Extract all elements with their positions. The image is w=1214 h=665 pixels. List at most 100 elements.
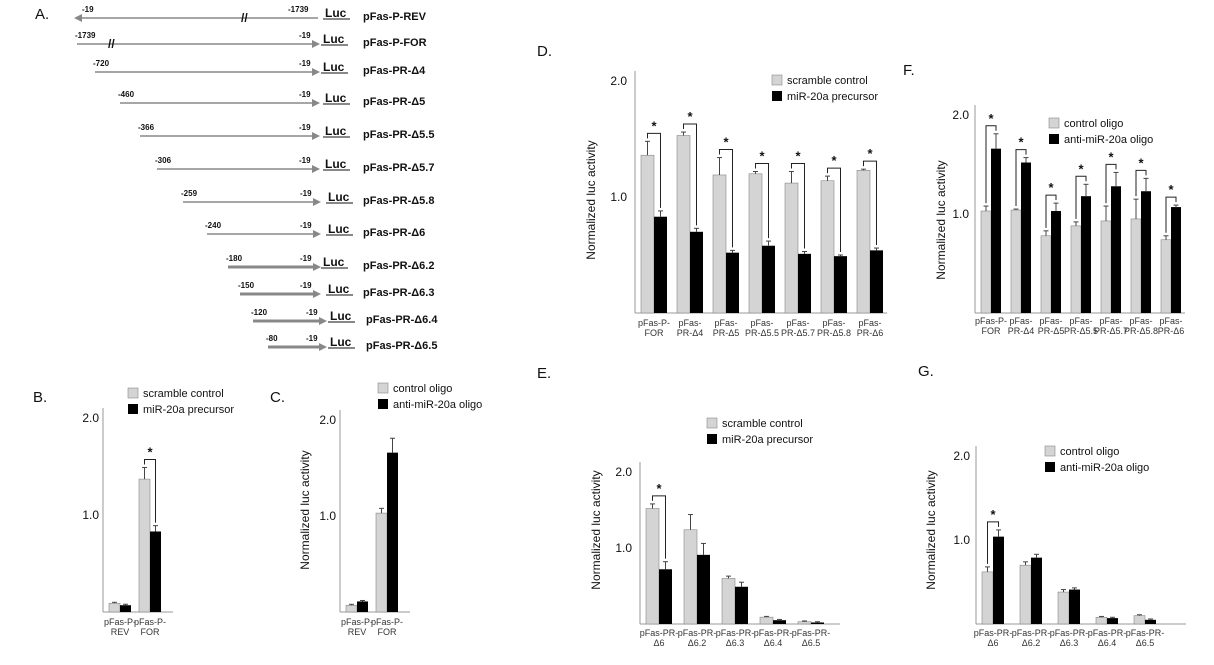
legend-label: control oligo — [1064, 118, 1123, 130]
construct-start-coord: -306 — [155, 156, 172, 165]
significance-bracket — [985, 125, 997, 204]
x-tick-label: pFas-PR-Δ5.5 — [745, 318, 779, 338]
legend-label: scramble control — [143, 388, 224, 400]
x-tick-label: pFas-PR-Δ5 — [713, 318, 740, 338]
x-tick-label-line: pFas-PR- — [1012, 628, 1051, 638]
bar-scramble-control — [856, 170, 871, 314]
x-tick-label: pFas-PR-Δ6 — [640, 628, 679, 648]
significance-star: * — [1018, 135, 1024, 150]
x-tick-label-line: pFas-PR- — [1126, 628, 1165, 638]
bar-scramble-control — [759, 616, 774, 625]
construct-name: pFas-PR-Δ5.5 — [363, 129, 434, 141]
significance-star: * — [831, 153, 837, 168]
bar-scramble-control — [820, 180, 835, 314]
significance-star: * — [988, 111, 994, 126]
legend-swatch — [706, 417, 718, 429]
legend-label: anti-miR-20a oligo — [1060, 462, 1149, 474]
x-tick-label-line: FOR — [982, 326, 1001, 336]
significance-bracket — [755, 162, 769, 239]
bar-control-oligo — [1160, 239, 1172, 314]
construct-name: pFas-PR-Δ6 — [363, 227, 425, 239]
y-axis-label: Normalized luc activity — [584, 140, 598, 259]
significance-bracket — [1135, 169, 1147, 197]
arrowhead-icon — [312, 40, 320, 48]
arrowhead-icon — [313, 290, 321, 298]
x-tick-label: pFas-PR-Δ6.5 — [1126, 628, 1165, 648]
x-tick-label-line: FOR — [645, 328, 664, 338]
panel-label: C. — [270, 389, 285, 406]
x-tick-label: pFas-PR-Δ6.3 — [1050, 628, 1089, 648]
bar-mir-20a-precursor — [762, 245, 775, 313]
significance-star: * — [656, 481, 662, 496]
significance-star: * — [723, 135, 729, 150]
luc-label: Luc — [323, 255, 345, 269]
x-tick-label-line: PR-Δ6 — [1158, 326, 1185, 336]
legend: scramble control miR-20a precursor — [706, 417, 813, 446]
x-tick-label: pFas-P-FOR — [638, 318, 670, 338]
bar-control-oligo — [980, 210, 992, 314]
bar-anti-mir-20a-oligo — [1171, 207, 1181, 313]
legend-label: control oligo — [393, 383, 452, 395]
x-tick-label: pFas-PR-Δ5.8 — [817, 318, 851, 338]
bar-anti-mir-20a-oligo — [1111, 186, 1121, 313]
bar-control-oligo — [1133, 615, 1146, 625]
construct-end-coord: -19 — [299, 59, 311, 68]
x-tick-label-line: pFas-P- — [638, 318, 670, 328]
construct-name: pFas-PR-Δ5 — [363, 96, 425, 108]
y-axis-label: Normalized luc activity — [924, 470, 938, 589]
bar-anti-mir-20a-oligo — [1031, 557, 1042, 624]
construct-start-coord: -150 — [238, 281, 255, 290]
luc-label: Luc — [323, 60, 345, 74]
construct-end-coord: -19 — [299, 31, 311, 40]
x-tick-label-line: pFas-PR- — [1088, 628, 1127, 638]
legend-label: anti-miR-20a oligo — [1064, 134, 1153, 146]
y-tick-label: 1.0 — [610, 190, 627, 204]
bar-mir-20a-precursor — [120, 605, 131, 612]
significance-star: * — [1078, 161, 1084, 176]
x-tick-label: pFas-PR-Δ6.2 — [1012, 628, 1051, 648]
arrowhead-icon — [312, 99, 320, 107]
construct-end-coord: -19 — [306, 334, 318, 343]
legend-swatch — [1048, 117, 1060, 129]
legend-swatch — [1044, 445, 1056, 457]
bar-anti-mir-20a-oligo — [1081, 196, 1091, 313]
construct-start-coord: -180 — [226, 254, 243, 263]
panel-label: G. — [918, 363, 934, 380]
significance-star: * — [1048, 180, 1054, 195]
construct-end-coord: -1739 — [288, 5, 309, 14]
x-tick-label-line: Δ6.4 — [1098, 638, 1117, 648]
x-tick-label: pFas-P-REV — [341, 617, 373, 637]
x-tick-label-line: FOR — [378, 627, 397, 637]
x-tick-label-line: REV — [348, 627, 367, 637]
x-tick-label-line: pFas-P- — [975, 316, 1007, 326]
bar-scramble-control — [748, 173, 763, 314]
construct-name: pFas-PR-Δ6.5 — [366, 340, 437, 352]
bar-mir-20a-precursor — [870, 250, 883, 313]
y-axis-label: Normalized luc activity — [589, 470, 603, 589]
x-tick-label-line: PR-Δ4 — [1008, 326, 1035, 336]
legend: scramble control miR-20a precursor — [771, 74, 878, 103]
panel-label: D. — [537, 43, 552, 60]
panel-label: F. — [903, 62, 915, 79]
bar-anti-mir-20a-oligo — [1141, 191, 1151, 313]
x-tick-label: pFas-PR-Δ5.7 — [1094, 316, 1128, 336]
construct-end-coord: -19 — [299, 156, 311, 165]
significance-bracket — [1015, 149, 1027, 207]
x-tick-label-line: pFas- — [858, 318, 881, 328]
significance-bracket — [1075, 175, 1087, 219]
bar-control-oligo — [1057, 591, 1070, 625]
construct-row: -80 -19 Luc pFas-PR-Δ6.5 — [266, 334, 437, 352]
chart-panel-d: D. 1.0 2.0 Normalized luc activity * pFas-P-F… — [537, 43, 887, 338]
panel-a-construct-map: A. -19 -1739//Luc pFas-P-REV-1739 -19//Luc pF… — [35, 5, 438, 352]
legend-swatch — [771, 74, 783, 86]
construct-start-coord: -80 — [266, 334, 278, 343]
x-tick-label-line: REV — [111, 627, 130, 637]
construct-start-coord: -240 — [205, 221, 222, 230]
x-tick-label-line: Δ6.5 — [802, 638, 821, 648]
bar-mir-20a-precursor — [697, 554, 710, 624]
construct-end-coord: -19 — [300, 189, 312, 198]
x-tick-label-line: PR-Δ5.7 — [781, 328, 815, 338]
x-tick-label-line: pFas- — [1009, 316, 1032, 326]
significance-star: * — [990, 507, 996, 522]
